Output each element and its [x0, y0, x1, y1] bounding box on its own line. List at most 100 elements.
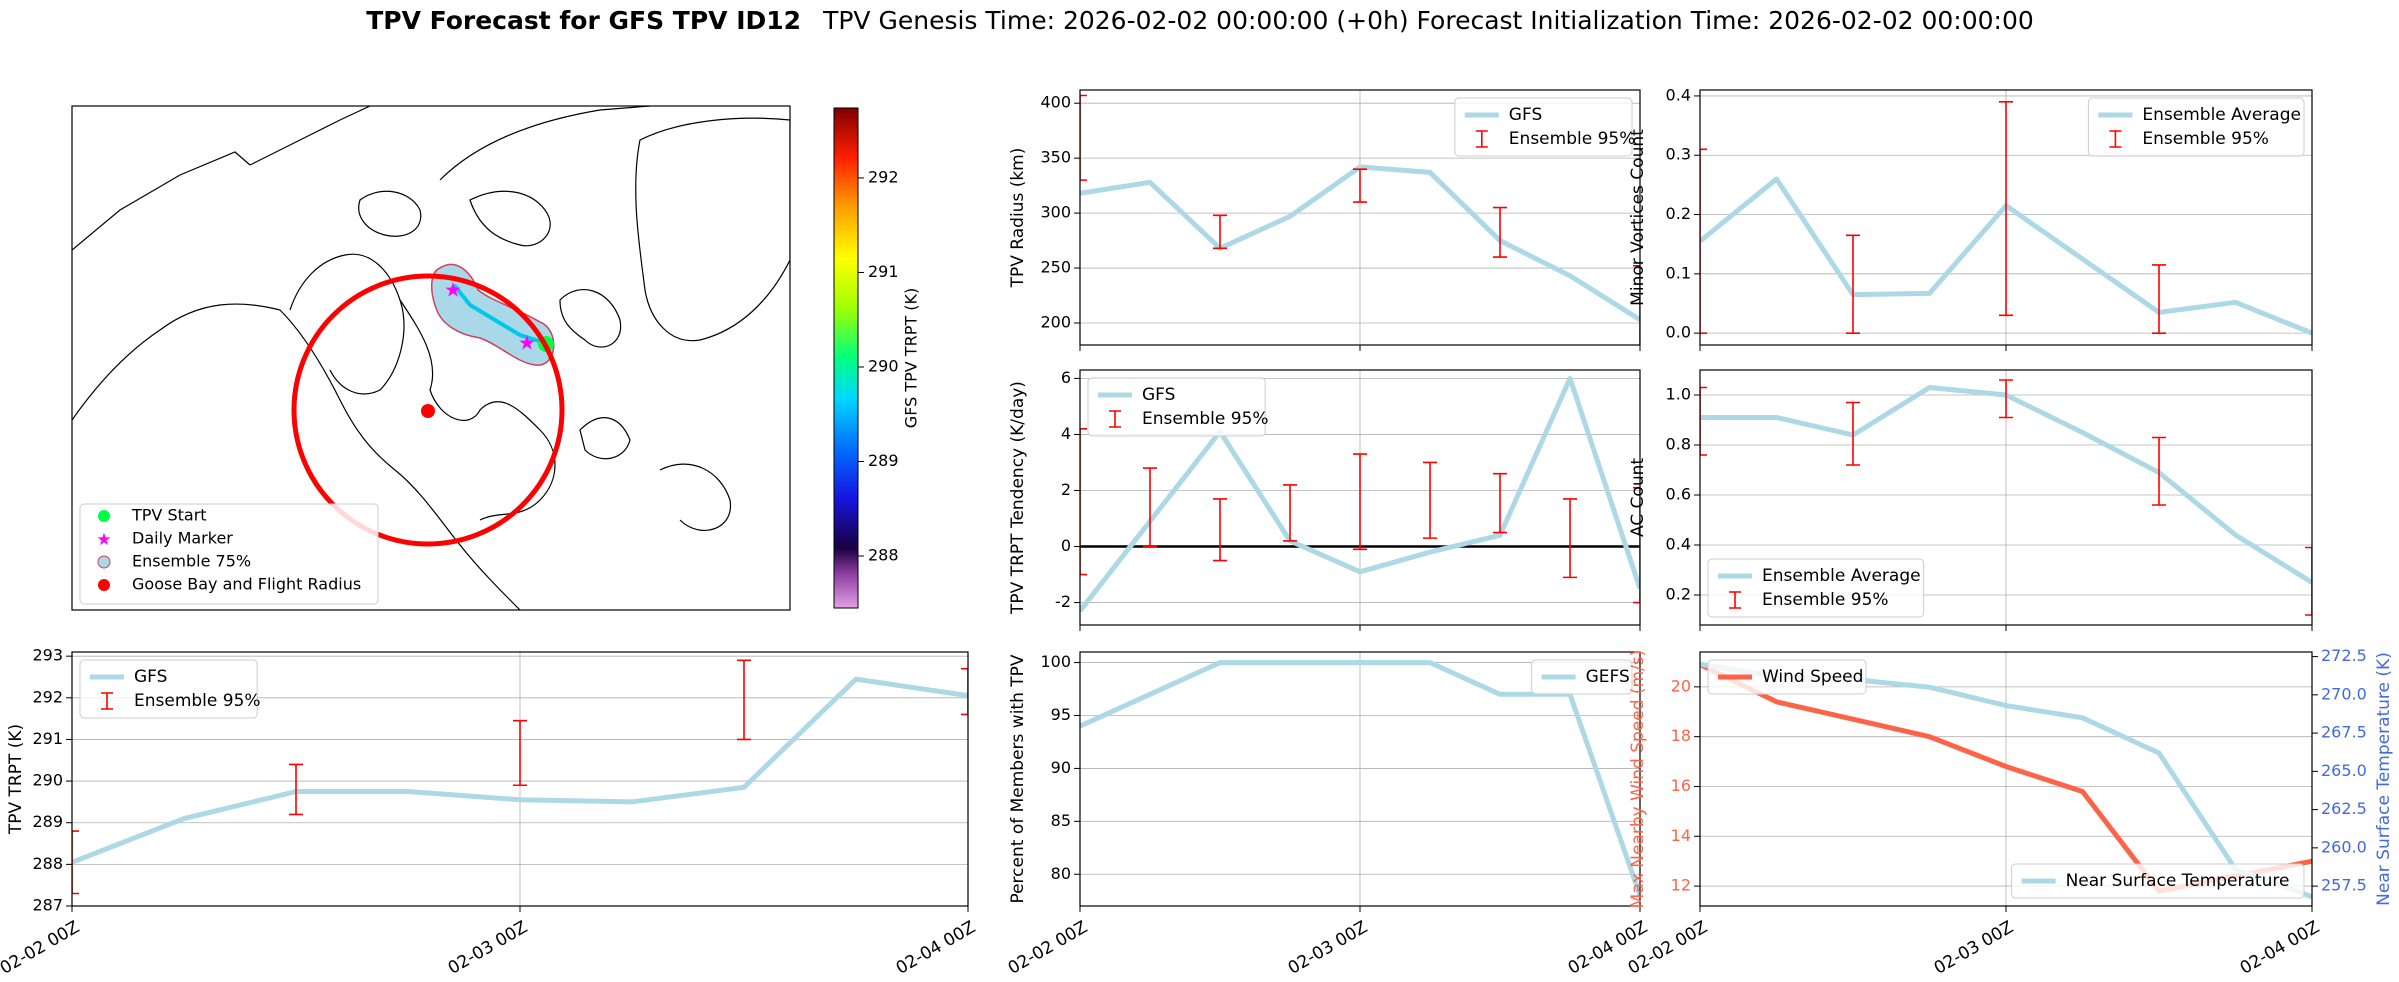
error-bar [1846, 401, 1860, 466]
map: ★ ★ ★ TPV Start Daily Marker Ensemble 75… [71, 105, 921, 611]
y2-tick-label: 260.0 [2321, 837, 2367, 856]
x-tick-label: 02-04 00Z [893, 917, 979, 978]
legend-swatch [2109, 130, 2122, 148]
y-tick-label: 292 [32, 687, 63, 706]
y-axis-label: Percent of Members with TPV [1008, 654, 1028, 903]
colorbar-label: GFS TPV TRPT (K) [902, 288, 921, 428]
title: TPV Forecast for GFS TPV ID12 [366, 6, 801, 35]
y-tick-label: 0.2 [1666, 204, 1691, 223]
y-tick-label: 4 [1061, 424, 1071, 443]
error-bar [1353, 168, 1367, 203]
axes-frame [1699, 89, 2313, 346]
error-bar [1423, 461, 1437, 539]
legend-label: TPV Start [131, 506, 207, 525]
y-tick-label: 90 [1051, 758, 1071, 777]
legend-label: GFS [1509, 105, 1542, 125]
legend-label: Near Surface Temperature [2066, 871, 2290, 891]
x-tick-label: 02-03 00Z [1285, 917, 1371, 978]
y-tick-label: 291 [32, 729, 63, 748]
legend-label: GFS [1142, 385, 1175, 405]
y-tick-label: 95 [1051, 705, 1071, 724]
y-tick-label: 300 [1040, 203, 1071, 222]
colorbar-tick-label: 291 [868, 262, 899, 281]
colorbar-tick-label: 289 [868, 451, 899, 470]
daily-marker: ★ [444, 278, 462, 302]
legend-label: GFS [134, 667, 167, 687]
legend-label: Wind Speed [1762, 667, 1863, 687]
y-tick-label: 14 [1671, 826, 1691, 845]
y-tick-label: 293 [32, 646, 63, 665]
error-bar [1213, 214, 1227, 250]
y-tick-label: 1.0 [1666, 385, 1691, 404]
plot-area [72, 659, 968, 895]
axes-frame [1079, 369, 1641, 626]
error-bar [2305, 546, 2312, 616]
y-tick-label: 0.8 [1666, 435, 1691, 454]
error-bar [513, 719, 527, 787]
y-tick-label: 288 [32, 854, 63, 873]
x-tick-label: 02-04 00Z [2237, 917, 2323, 978]
legend-icon: ★ [96, 530, 111, 550]
error-bar [1700, 386, 1707, 456]
y-tick-label: 200 [1040, 313, 1071, 332]
colorbar-tick-label: 292 [868, 167, 899, 186]
error-bar [1353, 453, 1367, 551]
y-tick-label: 6 [1061, 368, 1071, 387]
axes-frame [1079, 651, 1641, 907]
series-line [1080, 375, 1640, 613]
legend-icon [97, 555, 111, 569]
y-tick-label: 20 [1671, 676, 1691, 695]
legend-swatch [101, 692, 113, 710]
x-tick-label: 02-02 00Z [0, 917, 83, 978]
legend [1454, 97, 1633, 157]
y2-tick-label: 272.5 [2321, 646, 2367, 665]
legend-label: GEFS [1586, 667, 1630, 687]
map-frame [71, 105, 791, 611]
y2-axis-label: Near Surface Temperature (K) [2374, 652, 2394, 906]
axes-frame [1699, 369, 2313, 626]
y-tick-label: 0 [1061, 536, 1071, 555]
legend [79, 659, 258, 719]
legend-icon [98, 510, 110, 522]
legend-label: Ensemble 95% [2142, 129, 2269, 149]
y-tick-label: 0.1 [1666, 263, 1691, 282]
legend [2087, 97, 2305, 157]
error-bar [72, 830, 79, 895]
error-bar [1080, 428, 1087, 576]
y-tick-label: 80 [1051, 864, 1071, 883]
y-axis-label: TPV TRPT (K) [6, 724, 26, 835]
y-tick-label: 0.3 [1666, 145, 1691, 164]
x-tick-label: 02-03 00Z [1931, 917, 2017, 978]
error-bar [1493, 472, 1507, 534]
colorbar-tick-label: 288 [868, 546, 899, 565]
legend-label: Ensemble 95% [134, 691, 261, 711]
legend-swatch [1729, 591, 1741, 609]
y-tick-label: 85 [1051, 811, 1071, 830]
flight-radius [291, 273, 565, 547]
error-bar [1493, 206, 1507, 258]
colorbar-tick-label: 290 [868, 356, 899, 375]
goose-bay [421, 404, 435, 418]
subtitle: TPV Genesis Time: 2026-02-02 00:00:00 (+… [822, 6, 2034, 35]
x-tick-label: 02-02 00Z [1005, 917, 1091, 978]
plot-area [1700, 379, 2312, 616]
series-line [72, 676, 968, 865]
y-tick-label: 0.2 [1666, 585, 1691, 604]
plot-area [1080, 94, 1640, 345]
error-bar [1563, 498, 1577, 579]
legend-label: Ensemble Average [2142, 105, 2301, 125]
y-tick-label: 100 [1040, 652, 1071, 671]
legend [1531, 659, 1633, 695]
error-bar [1700, 148, 1707, 334]
y2-tick-label: 267.5 [2321, 723, 2367, 742]
legend [1707, 659, 1867, 695]
y-axis-label: TPV TRPT Tendency (K/day) [1008, 381, 1028, 615]
legend-label: Ensemble 95% [1762, 590, 1889, 610]
figure-title: TPV Forecast for GFS TPV ID12 TPV Genesis… [366, 6, 2034, 35]
y-tick-label: 16 [1671, 776, 1691, 795]
plot-area [1080, 375, 1640, 613]
legend-label: Daily Marker [132, 529, 233, 548]
y-tick-label: 0.4 [1666, 535, 1691, 554]
y-axis-label: Minor Vortices Count [1628, 129, 1648, 306]
legend [1707, 558, 1925, 618]
